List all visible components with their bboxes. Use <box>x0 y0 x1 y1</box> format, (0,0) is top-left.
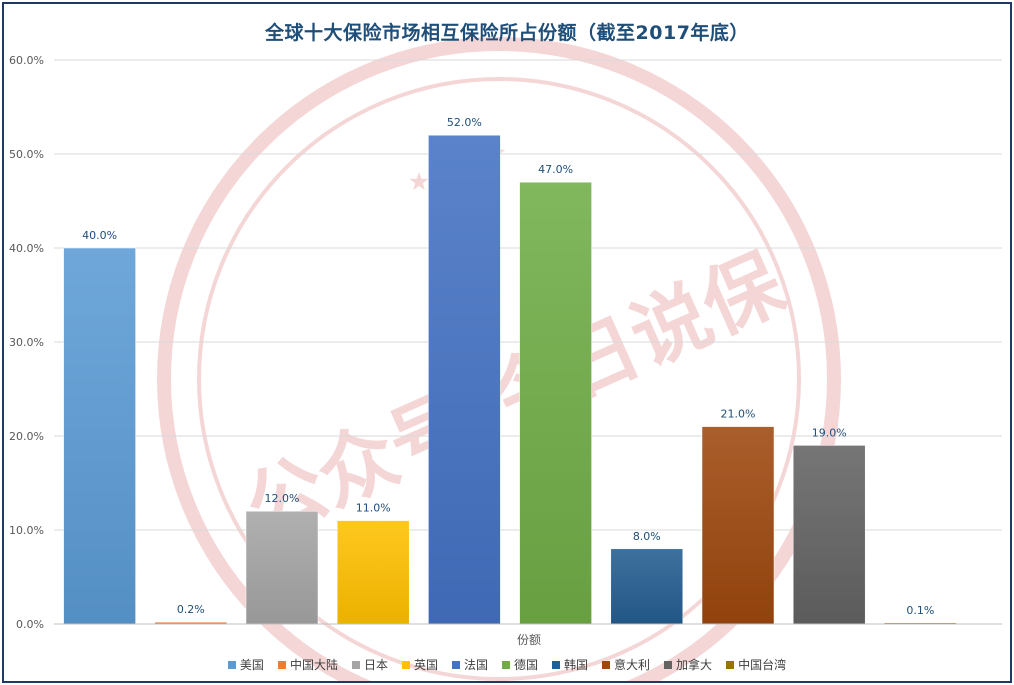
bar-chart-plot: 0.0% 10.0% 20.0% 30.0% 40.0% 50.0% 60.0% 40.0% 0… <box>9 54 1002 647</box>
legend-label: 日本 <box>363 658 388 672</box>
bar-data-label: 11.0% <box>356 502 391 515</box>
legend-item: 意大利 <box>602 656 650 673</box>
legend-label: 法国 <box>463 658 488 672</box>
bar-data-label: 0.1% <box>906 604 934 617</box>
bar-data-label: 19.0% <box>812 426 847 439</box>
bar-data-label: 40.0% <box>82 229 117 242</box>
chart-legend: 美国 中国大陆 日本 英国 法国 德国 韩国 意大利 加拿大 中国台湾 <box>4 656 1010 673</box>
y-tick-label: 40.0% <box>9 242 44 255</box>
bar-data-label: 52.0% <box>447 116 482 129</box>
legend-label: 韩国 <box>564 658 589 672</box>
y-tick-label: 10.0% <box>9 524 44 537</box>
legend-label: 德国 <box>514 658 539 672</box>
legend-item: 英国 <box>401 656 438 673</box>
legend-swatch <box>227 660 236 669</box>
legend-swatch <box>401 660 410 669</box>
bar-英国 <box>336 520 410 625</box>
legend-item: 中国大陆 <box>277 656 338 673</box>
bar-加拿大 <box>792 445 866 625</box>
legend-item: 美国 <box>227 656 264 673</box>
legend-swatch <box>277 660 286 669</box>
legend-swatch <box>502 660 510 669</box>
legend-swatch <box>552 660 561 669</box>
watermark-star-icon <box>409 172 429 191</box>
legend-label: 英国 <box>413 658 438 672</box>
legend-item: 加拿大 <box>664 656 712 673</box>
bar-意大利 <box>701 426 775 625</box>
y-tick-label: 60.0% <box>9 54 44 67</box>
legend-swatch <box>451 660 460 669</box>
bar-data-label: 0.2% <box>177 603 205 616</box>
legend-swatch <box>664 660 673 669</box>
legend-item: 韩国 <box>552 656 588 673</box>
y-tick-label: 0.0% <box>16 618 44 631</box>
chart-title: 全球十大保险市场相互保险所占份额（截至2017年底） <box>265 22 749 44</box>
legend-label: 美国 <box>239 658 264 672</box>
legend-label: 中国大陆 <box>289 658 338 672</box>
y-tick-label: 50.0% <box>9 148 44 161</box>
bar-data-label: 12.0% <box>265 492 300 505</box>
legend-item: 中国台湾 <box>726 656 786 673</box>
legend-swatch <box>351 660 360 669</box>
bar-日本 <box>245 510 319 625</box>
legend-swatch <box>726 660 735 669</box>
y-tick-label: 20.0% <box>9 430 44 443</box>
bar-法国 <box>428 134 501 625</box>
y-tick-label: 30.0% <box>9 336 44 349</box>
legend-item: 日本 <box>351 656 388 673</box>
bar-data-label: 21.0% <box>721 408 756 421</box>
legend-item: 法国 <box>451 656 488 673</box>
legend-label: 中国台湾 <box>738 658 787 672</box>
legend-label: 意大利 <box>614 658 651 672</box>
legend-label: 加拿大 <box>676 658 713 672</box>
bar-德国 <box>519 181 592 625</box>
legend-item: 德国 <box>502 656 538 673</box>
bar-韩国 <box>610 548 684 625</box>
legend-swatch <box>602 660 611 669</box>
bar-data-label: 47.0% <box>538 163 573 176</box>
bar-data-label: 8.0% <box>633 530 661 543</box>
x-axis-label: 份额 <box>517 633 541 647</box>
bar-美国 <box>63 247 136 625</box>
